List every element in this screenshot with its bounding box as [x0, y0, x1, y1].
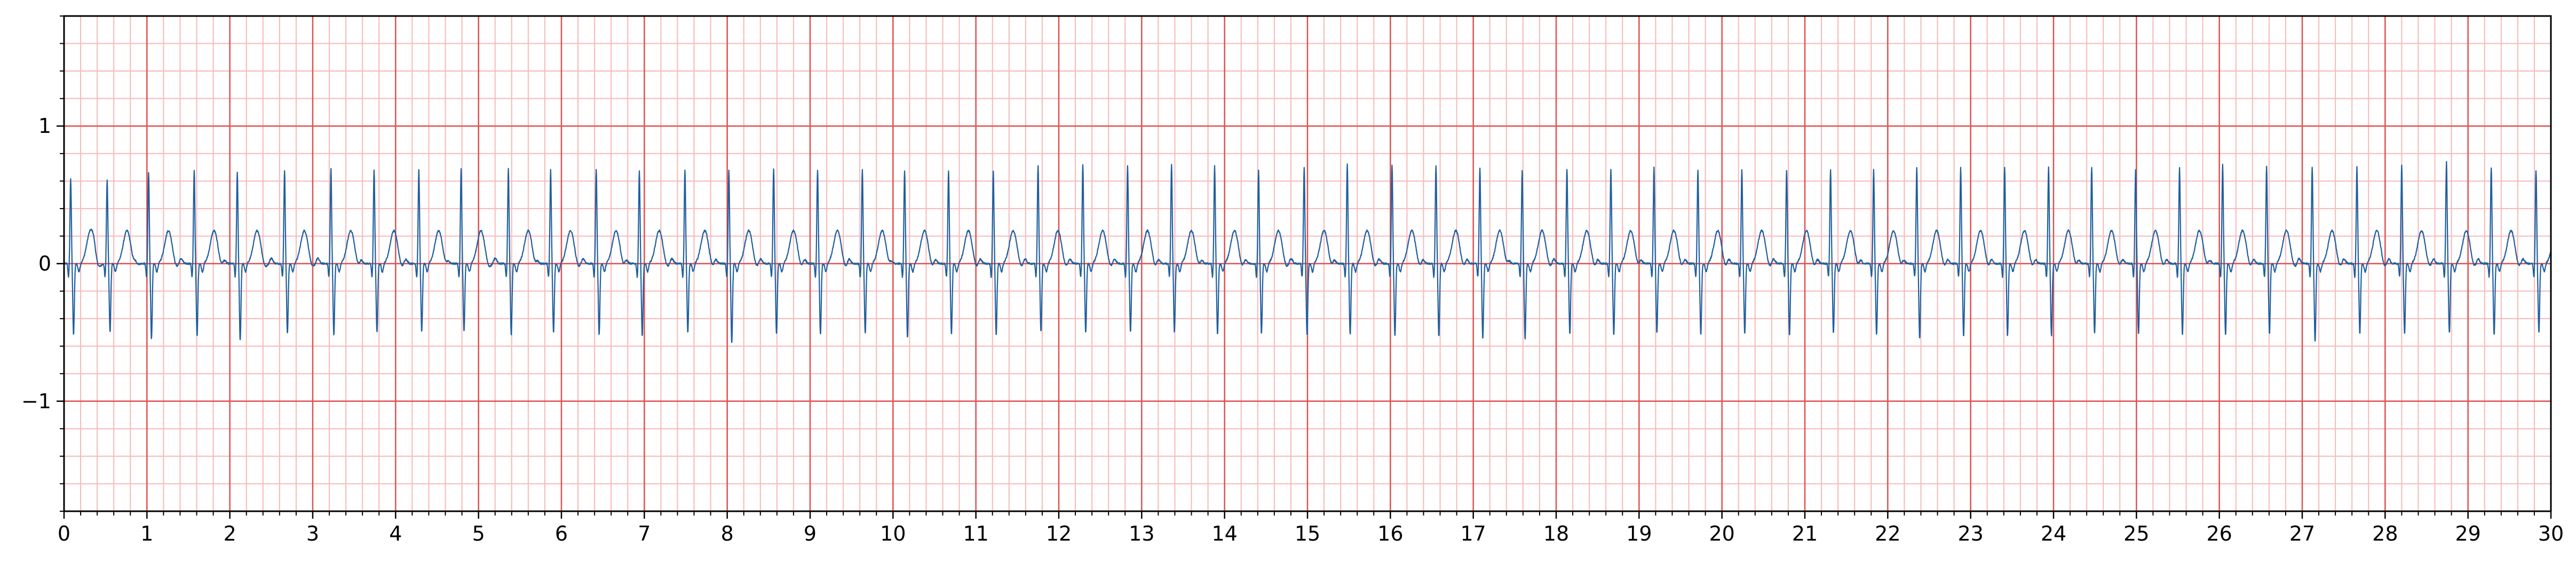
x-tick-label: 29 — [2455, 522, 2480, 545]
x-tick-label: 14 — [1211, 522, 1237, 545]
y-axis-tick-labels: 1 0 −1 — [21, 114, 51, 413]
y-tick-label: 0 — [38, 252, 51, 275]
x-tick-label: 30 — [2538, 522, 2564, 545]
x-tick-label: 11 — [963, 522, 988, 545]
x-tick-label: 20 — [1709, 522, 1734, 545]
x-tick-label: 8 — [721, 522, 734, 545]
x-tick-label: 18 — [1543, 522, 1569, 545]
x-tick-label: 6 — [555, 522, 568, 545]
x-tick-label: 1 — [140, 522, 153, 545]
x-tick-label: 22 — [1875, 522, 1900, 545]
x-axis-tick-labels: 0 1 2 3 4 5 6 7 8 9 10 11 12 13 14 15 16 17 18 19 20 21 22 23 24… — [58, 522, 2564, 545]
x-tick-label: 28 — [2372, 522, 2398, 545]
x-tick-label: 21 — [1792, 522, 1818, 545]
x-tick-label: 15 — [1295, 522, 1320, 545]
series-layer — [63, 161, 2552, 343]
x-tick-label: 16 — [1377, 522, 1403, 545]
x-tick-label: 10 — [880, 522, 906, 545]
x-tick-label: 9 — [804, 522, 817, 545]
x-tick-label: 12 — [1046, 522, 1072, 545]
x-tick-label: 5 — [472, 522, 485, 545]
x-tick-label: 7 — [638, 522, 651, 545]
x-tick-label: 27 — [2289, 522, 2315, 545]
y-tick-label: 1 — [38, 114, 51, 138]
y-tick-label: −1 — [21, 390, 51, 413]
x-tick-label: 17 — [1460, 522, 1486, 545]
x-tick-label: 24 — [2041, 522, 2066, 545]
x-tick-label: 19 — [1626, 522, 1652, 545]
x-tick-label: 26 — [2206, 522, 2232, 545]
x-tick-label: 2 — [224, 522, 236, 545]
x-tick-label: 4 — [389, 522, 402, 545]
axes-frame — [63, 15, 2552, 512]
x-tick-label: 23 — [1957, 522, 1983, 545]
x-tick-label: 25 — [2123, 522, 2149, 545]
ecg-series-line — [63, 161, 2552, 343]
x-tick-label: 0 — [58, 522, 70, 545]
x-tick-label: 3 — [306, 522, 319, 545]
x-tick-label: 13 — [1129, 522, 1154, 545]
